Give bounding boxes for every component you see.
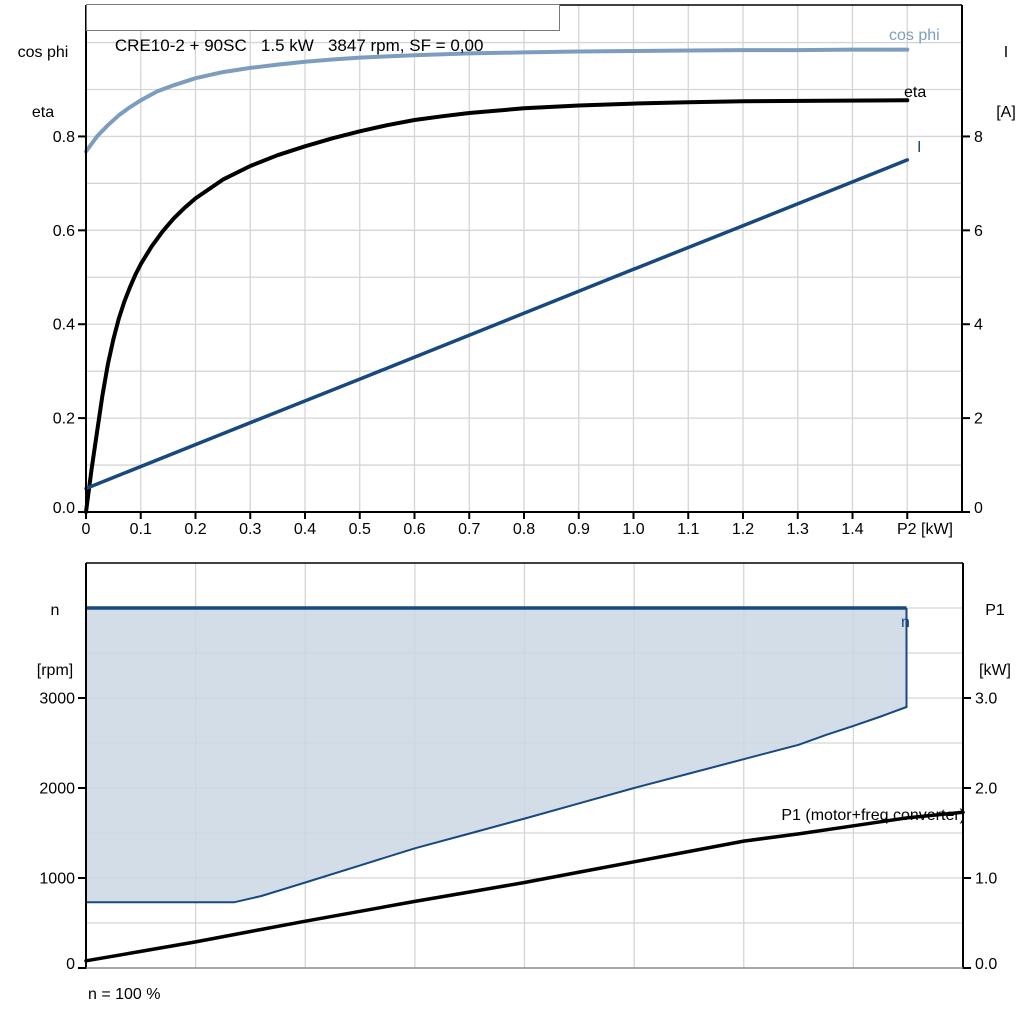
curve-i [84,158,910,491]
x-tick-label: 1.3 [787,521,809,538]
right-tick-label: 0 [974,500,983,517]
x-tick-label: 0.8 [513,521,535,538]
speed-axis-unit: [rpm] [36,662,74,679]
x-tick-label: 1.0 [622,521,644,538]
right-tick-label: 8 [974,129,983,146]
x-tick-label: 0.3 [239,521,261,538]
cos-phi-axis-label: cos phi [17,44,69,61]
current-axis-label: I [1003,44,1009,61]
right-tick-label: 4 [974,317,983,334]
x-tick-label: 0.4 [294,521,316,538]
x-tick-label: 0.9 [568,521,590,538]
chart-title-box: CRE10-2 + 90SC 1.5 kW 3847 rpm, SF = 0,0… [86,4,560,55]
left-tick-label: 0.8 [53,129,75,146]
x-tick-label: 1.1 [677,521,699,538]
bottom-chart-right-axis-title: P1 [kW] [973,561,1017,721]
x-tick-label: 0 [82,521,91,538]
speed-note: n = 100 % [88,986,161,1003]
curve-label-p1: P1 (motor+freq converter) [781,807,965,824]
bottom-chart-left-axis-title: n [rpm] [31,561,79,721]
left-tick-label: 0 [66,956,75,973]
top-chart-left-axis-title: cos phi eta [6,3,80,163]
left-tick-label: 1000 [39,871,75,888]
chart-title: CRE10-2 + 90SC 1.5 kW 3847 rpm, SF = 0,0… [114,36,484,55]
p1-axis-label: P1 [985,602,1005,619]
x-tick-label: 0.2 [184,521,206,538]
right-tick-label: 2 [974,411,983,428]
x-tick-label: 0.6 [403,521,425,538]
left-tick-label: 0.4 [53,317,75,334]
left-tick-label: 0.6 [53,223,75,240]
curve-label-cos-phi: cos phi [889,27,940,44]
speed-region-boundary [86,608,908,904]
x-axis-unit-label: P2 [kW] [897,521,953,538]
x-tick-label: 1.2 [732,521,754,538]
x-tick-label: 0.5 [349,521,371,538]
curve-p1-motor-freq-converter- [84,810,965,963]
x-tick-label: 0.7 [458,521,480,538]
right-tick-label: 1.0 [975,871,997,888]
top-chart-right-axis-title: I [A] [988,3,1024,163]
left-tick-label: 2000 [39,781,75,798]
speed-axis-label: n [50,602,60,619]
x-tick-label: 1.4 [841,521,863,538]
left-tick-label: 0.2 [53,411,75,428]
current-axis-unit: [A] [996,104,1016,121]
right-tick-label: 3.0 [975,691,997,708]
curve-eta [84,98,910,514]
speed-region-fill [86,608,907,903]
right-tick-label: 0.0 [975,956,997,973]
left-tick-label: 0.0 [53,500,75,517]
curve-label-speed: n [901,614,910,631]
x-tick-label: 0.1 [130,521,152,538]
p1-axis-unit: [kW] [979,662,1011,679]
right-tick-label: 6 [974,223,983,240]
curve-label-eta: eta [904,84,927,101]
curve-cos-phi [84,47,910,154]
left-tick-label: 3000 [39,691,75,708]
right-tick-label: 2.0 [975,781,997,798]
curve-label-current: I [917,139,922,156]
eta-axis-label: eta [31,104,55,121]
